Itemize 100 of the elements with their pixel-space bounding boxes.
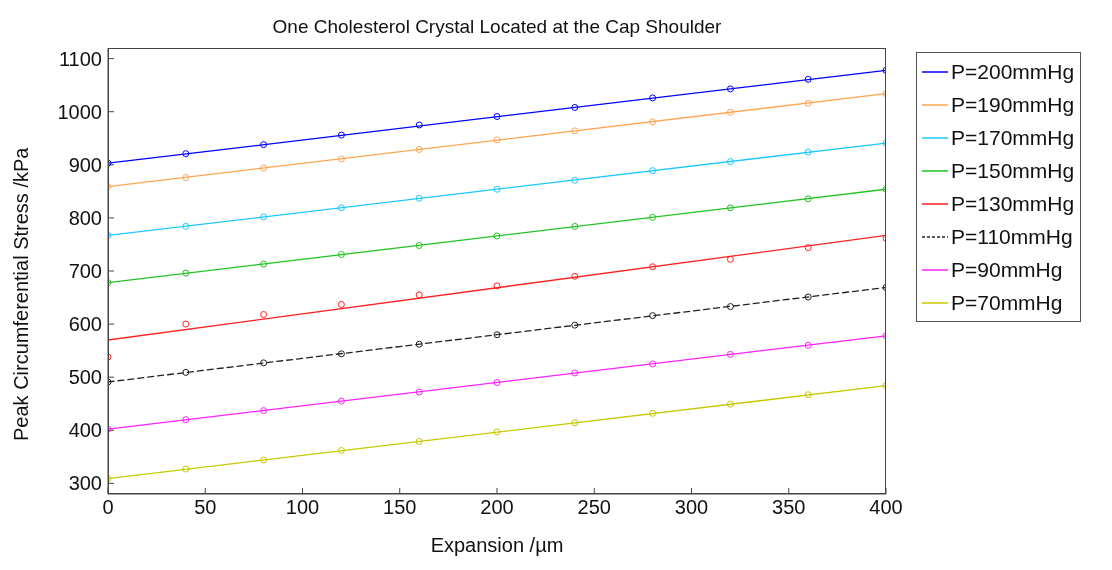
legend-label: P=200mmHg (951, 59, 1075, 84)
point (804, 99, 812, 107)
point (260, 311, 268, 319)
point (182, 174, 190, 182)
point (493, 331, 501, 339)
y-tick-label: 800 (68, 207, 102, 229)
x-tick-label: 200 (480, 496, 514, 519)
point (182, 222, 190, 230)
point (649, 167, 657, 175)
point (182, 416, 190, 424)
point (571, 222, 579, 230)
point (804, 75, 812, 83)
y-tick-label: 400 (68, 419, 102, 442)
chart-title: One Cholesterol Crystal Located at the Cap Shoulder (271, 16, 723, 38)
point (493, 112, 501, 120)
point (337, 446, 345, 454)
x-tick-label: 0 (102, 496, 114, 519)
point (649, 312, 657, 320)
point (726, 158, 734, 166)
x-tick-label: 250 (577, 496, 611, 519)
legend-label: P=130mmHg (951, 191, 1075, 216)
point (415, 194, 423, 202)
point (726, 85, 734, 93)
point (649, 263, 657, 271)
x-tick-label: 350 (772, 496, 806, 519)
point (571, 272, 579, 280)
point (260, 260, 268, 268)
point (804, 148, 812, 156)
point (493, 136, 501, 144)
point (415, 121, 423, 129)
x-tick-label: 100 (285, 496, 320, 519)
point (804, 195, 812, 203)
point (415, 340, 423, 348)
x-tick-label: 300 (674, 496, 709, 519)
y-tick-label: 1000 (57, 100, 102, 123)
point (571, 127, 579, 135)
point (260, 141, 268, 149)
point (804, 341, 812, 349)
legend-label: P=110mmHg (951, 224, 1073, 249)
point (649, 409, 657, 417)
point (337, 300, 345, 308)
legend-label: P=170mmHg (951, 125, 1075, 150)
point (726, 303, 734, 311)
point (182, 320, 190, 328)
point (260, 213, 268, 221)
point (415, 242, 423, 250)
y-tick-label: 900 (68, 153, 102, 176)
y-tick-label: 600 (68, 313, 102, 336)
point (493, 379, 501, 386)
point (649, 94, 657, 102)
point (337, 131, 345, 139)
point (493, 185, 501, 193)
point (337, 155, 345, 163)
point (260, 456, 268, 464)
y-tick-label: 300 (68, 472, 102, 495)
point (649, 213, 657, 221)
point (415, 388, 423, 396)
point (415, 145, 423, 153)
point (726, 204, 734, 212)
point (804, 391, 812, 399)
point (571, 369, 579, 377)
point (493, 232, 501, 240)
point (415, 437, 423, 445)
point (649, 360, 657, 368)
point (260, 359, 268, 367)
x-tick-label: 50 (194, 496, 217, 519)
point (571, 176, 579, 184)
point (182, 368, 190, 376)
legend-label: P=190mmHg (951, 92, 1075, 117)
point (260, 407, 268, 415)
point (337, 251, 345, 259)
point (726, 108, 734, 116)
point (337, 204, 345, 212)
point (182, 269, 190, 277)
point (493, 428, 501, 436)
x-tick-label: 150 (383, 496, 417, 519)
point (571, 321, 579, 329)
y-tick-label: 500 (68, 366, 102, 389)
x-tick-label: 400 (869, 496, 903, 519)
legend-label: P=70mmHg (951, 290, 1063, 315)
point (726, 400, 734, 408)
y-tick-label: 1100 (58, 47, 102, 70)
legend-label: P=90mmHg (951, 257, 1063, 282)
point (571, 103, 579, 111)
point (337, 397, 345, 405)
point (649, 118, 657, 126)
legend-label: P=150mmHg (951, 158, 1075, 183)
point (804, 244, 812, 252)
point (182, 465, 190, 473)
point (726, 350, 734, 358)
point (493, 282, 501, 290)
x-axis-title: Expansion /µm (430, 534, 564, 556)
point (804, 293, 812, 301)
point (182, 150, 190, 158)
y-tick-label: 700 (68, 260, 102, 283)
y-axis-title: Peak Circumferential Stress /kPa (10, 146, 33, 441)
point (571, 419, 579, 427)
point (415, 291, 423, 299)
point (337, 350, 345, 358)
point (260, 164, 268, 172)
